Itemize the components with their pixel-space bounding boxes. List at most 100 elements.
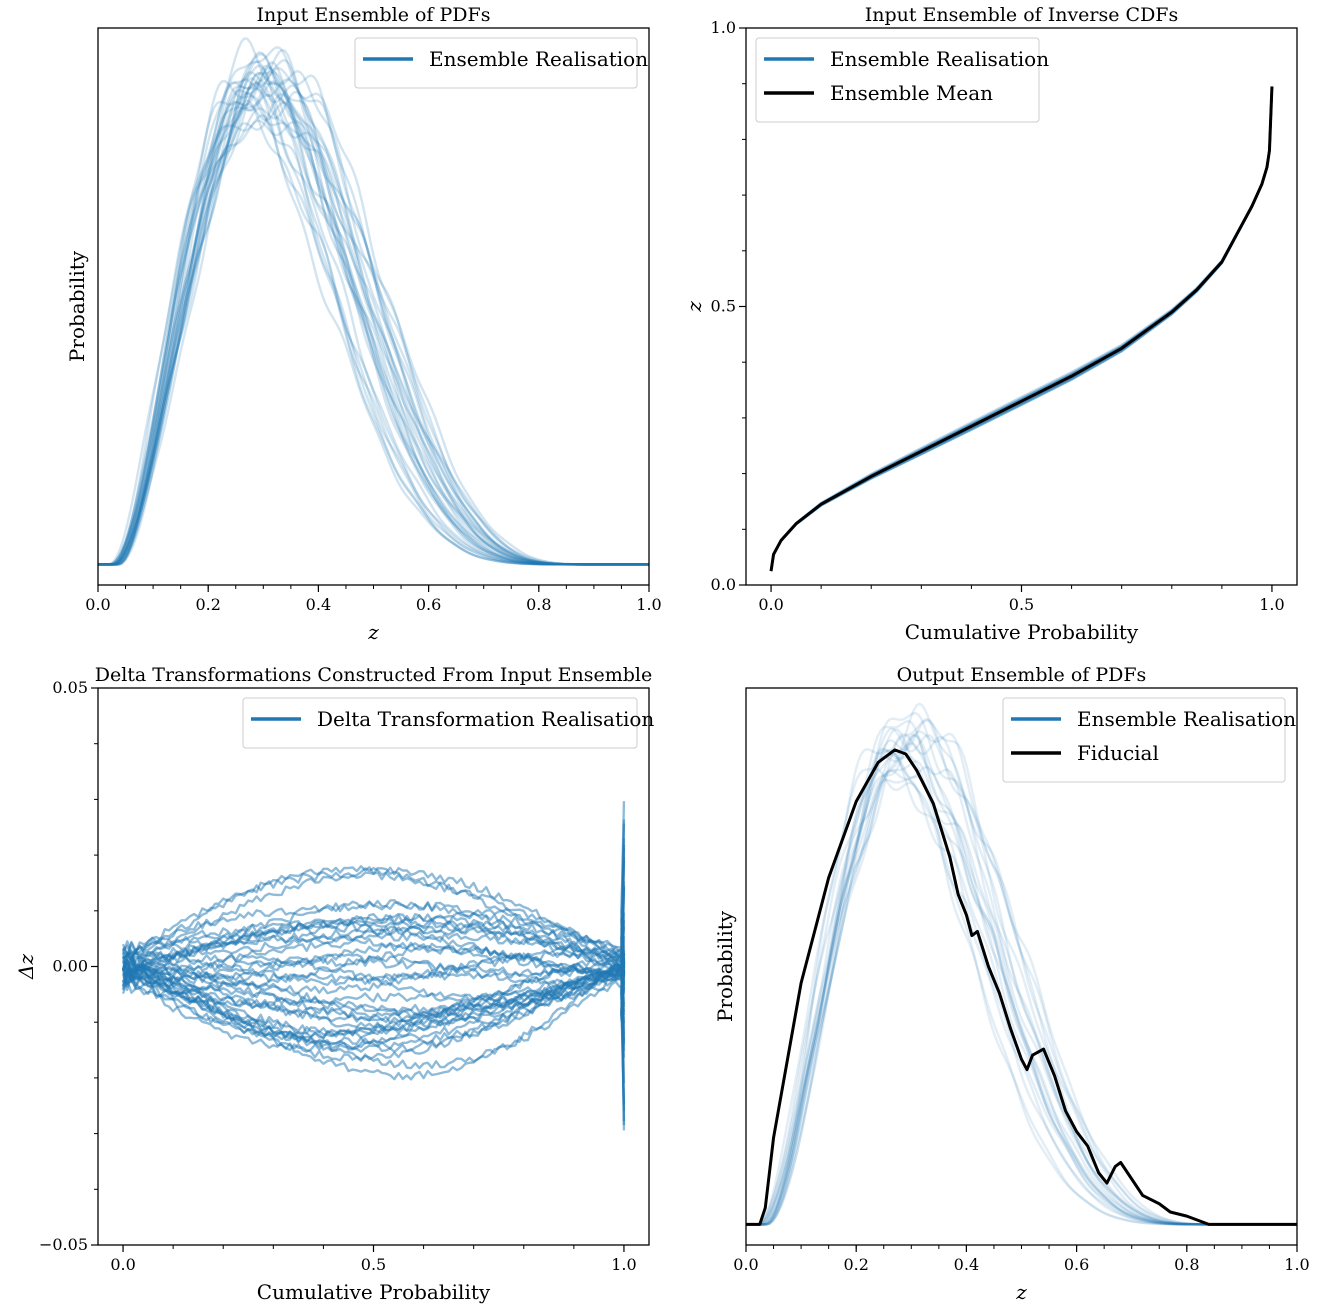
ensemble-line bbox=[98, 101, 649, 566]
ensemble-line bbox=[746, 748, 1297, 1226]
ensemble-line bbox=[98, 99, 649, 566]
ensemble-line bbox=[121, 885, 626, 1051]
legend-box bbox=[242, 697, 638, 749]
ensemble-line bbox=[746, 711, 1297, 1226]
x-tick-label: 1.0 bbox=[1259, 595, 1284, 614]
x-tick-label: 0.0 bbox=[85, 595, 110, 614]
x-tick-label: 0.2 bbox=[195, 595, 220, 614]
chart-title: Input Ensemble of PDFs bbox=[257, 4, 491, 26]
plot-area bbox=[769, 86, 1274, 572]
ensemble-line bbox=[769, 86, 1274, 572]
plot-area bbox=[746, 702, 1297, 1226]
ensemble-line bbox=[98, 37, 649, 566]
ensemble-line bbox=[769, 86, 1274, 572]
ensemble-line bbox=[769, 86, 1274, 572]
ensemble-line bbox=[98, 67, 649, 566]
ensemble-line bbox=[769, 86, 1274, 572]
ensemble-line bbox=[769, 86, 1274, 572]
ensemble-line bbox=[98, 77, 649, 566]
ensemble-line bbox=[746, 769, 1297, 1226]
ensemble-line bbox=[746, 730, 1297, 1226]
x-tick-label: 0.4 bbox=[954, 1255, 979, 1274]
series-line-fiducial bbox=[746, 748, 1297, 1226]
ensemble-line bbox=[769, 86, 1274, 572]
y-axis-label: z bbox=[682, 301, 706, 313]
ensemble-line bbox=[769, 86, 1274, 572]
x-tick-label: 0.5 bbox=[361, 1255, 386, 1274]
y-tick-label: 0.05 bbox=[52, 678, 88, 697]
legend: Ensemble Realisation Ensemble Mean bbox=[755, 37, 1049, 123]
legend-label: Ensemble Realisation bbox=[1077, 707, 1296, 731]
ensemble-line bbox=[122, 959, 626, 1032]
legend-label: Fiducial bbox=[1077, 741, 1159, 765]
ensemble-line bbox=[746, 748, 1297, 1226]
ensemble-line bbox=[122, 887, 626, 1018]
ensemble-line bbox=[98, 61, 649, 566]
ensemble-line bbox=[769, 86, 1274, 572]
ensemble-line bbox=[98, 71, 649, 566]
ensemble-line bbox=[98, 64, 649, 566]
ensemble-line bbox=[746, 719, 1297, 1226]
y-tick-label: −0.05 bbox=[39, 1235, 88, 1254]
ensemble-line bbox=[98, 93, 649, 566]
ensemble-line bbox=[98, 79, 649, 566]
ensemble-line bbox=[769, 86, 1274, 572]
ensemble-line bbox=[98, 52, 649, 566]
ensemble-line bbox=[746, 767, 1297, 1226]
ensemble-line bbox=[746, 753, 1297, 1226]
x-tick-label: 0.0 bbox=[758, 595, 783, 614]
x-tick-label: 0.6 bbox=[1064, 1255, 1089, 1274]
chart-title: Input Ensemble of Inverse CDFs bbox=[865, 4, 1179, 26]
ensemble-line bbox=[746, 760, 1297, 1226]
chart-bottom-right: 0.0 0.2 0.4 0.6 0.8 1.0 Output Ensemble of PDF… bbox=[713, 664, 1310, 1304]
ensemble-line bbox=[746, 732, 1297, 1226]
ensemble-line bbox=[98, 93, 649, 566]
ensemble-line bbox=[746, 734, 1297, 1226]
ensemble-line bbox=[769, 86, 1274, 572]
ensemble-line bbox=[769, 86, 1274, 572]
x-tick-label: 0.5 bbox=[1009, 595, 1034, 614]
ensemble-line bbox=[769, 86, 1274, 572]
x-tick-label: 0.4 bbox=[306, 595, 331, 614]
ensemble-line bbox=[746, 733, 1297, 1226]
plot-area bbox=[121, 801, 626, 1131]
ensemble-line bbox=[769, 86, 1274, 572]
x-axis-label: Cumulative Probability bbox=[905, 620, 1139, 644]
legend-box bbox=[755, 37, 1040, 123]
ensemble-line bbox=[769, 86, 1274, 572]
ensemble-line bbox=[121, 967, 626, 1111]
ensemble-line bbox=[121, 960, 626, 1053]
ensemble-line bbox=[122, 952, 626, 1084]
x-tick-label: 1.0 bbox=[1284, 1255, 1309, 1274]
x-axis-label: z bbox=[367, 620, 379, 644]
x-tick-label: 0.2 bbox=[843, 1255, 868, 1274]
ensemble-line bbox=[769, 86, 1274, 572]
legend-label: Delta Transformation Realisation bbox=[317, 707, 654, 731]
ensemble-line bbox=[98, 90, 649, 566]
chart-top-right: 0.0 0.5 1.0 0.0 0.5 1.0 Input Ensemble of Inve… bbox=[682, 4, 1298, 644]
y-axis-label: Probability bbox=[713, 910, 737, 1022]
y-tick-label: 0.00 bbox=[52, 957, 88, 976]
ensemble-line bbox=[98, 71, 649, 566]
x-tick-label: 0.6 bbox=[416, 595, 441, 614]
ensemble-line bbox=[769, 86, 1274, 572]
ensemble-line bbox=[769, 86, 1274, 572]
ensemble-line bbox=[769, 86, 1274, 572]
ensemble-line bbox=[769, 86, 1274, 572]
ensemble-line bbox=[769, 86, 1274, 572]
legend-box bbox=[1002, 697, 1286, 783]
ensemble-line bbox=[121, 871, 626, 1005]
ensemble-line bbox=[121, 881, 626, 1018]
ensemble-line bbox=[122, 901, 626, 990]
ensemble-line bbox=[769, 86, 1274, 572]
ensemble-line bbox=[746, 742, 1297, 1226]
ensemble-line bbox=[746, 748, 1297, 1226]
ensemble-line bbox=[746, 778, 1297, 1226]
ensemble-line bbox=[122, 847, 626, 1081]
x-tick-label: 0.8 bbox=[526, 595, 551, 614]
ensemble-line bbox=[769, 86, 1274, 572]
ensemble-line bbox=[98, 81, 649, 566]
ensemble-line bbox=[98, 114, 649, 566]
ensemble-line bbox=[769, 86, 1274, 572]
